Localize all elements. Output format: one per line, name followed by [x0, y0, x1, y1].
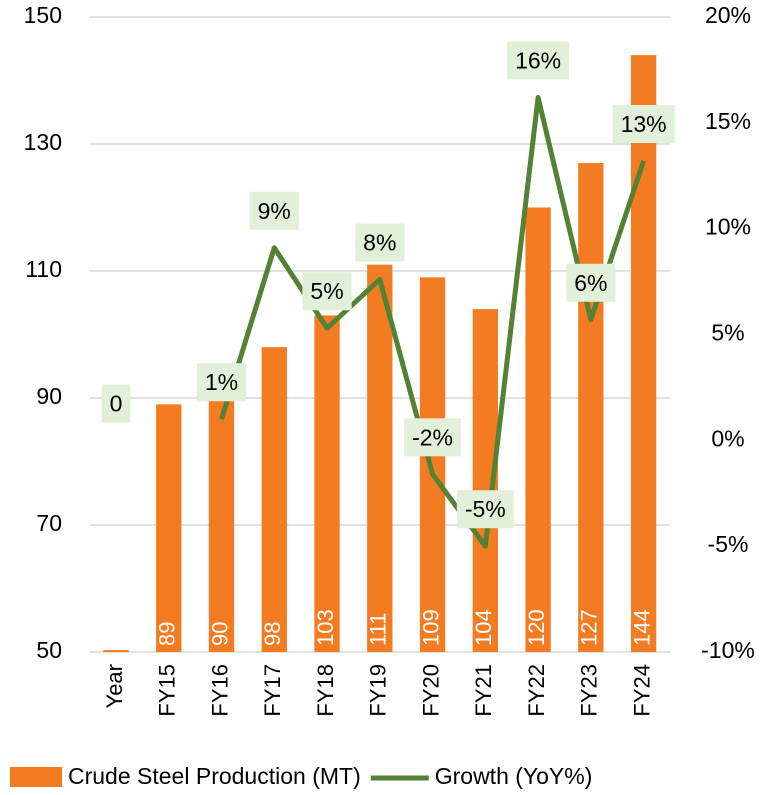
x-tick-label: FY17 — [260, 664, 285, 717]
x-tick-label: FY20 — [418, 664, 443, 717]
bar — [630, 55, 657, 653]
label-box — [101, 384, 131, 423]
label-box — [196, 363, 247, 402]
bar — [103, 650, 129, 652]
label-box — [249, 191, 299, 230]
y-tick-label: 70 — [36, 510, 62, 536]
data-label: 16% — [507, 41, 570, 80]
y-tick-label: 50 — [36, 637, 62, 663]
bar — [314, 315, 340, 652]
bar-value-label: 109 — [418, 609, 443, 646]
line-value-label: 13% — [621, 111, 667, 137]
data-label: 6% — [566, 263, 616, 302]
x-tick-label: FY22 — [524, 664, 549, 717]
data-label: 13% — [612, 105, 675, 144]
legend-label: Growth (YoY%) — [435, 763, 593, 789]
bar — [208, 398, 235, 652]
y2-tick-label: 15% — [705, 108, 751, 134]
line-value-label: -5% — [465, 496, 506, 522]
y2-tick-label: 0% — [711, 425, 744, 451]
bar-value-label: 98 — [260, 622, 285, 646]
bar-value-label: 90 — [207, 622, 232, 646]
bar-value-label: 120 — [524, 609, 549, 646]
x-tick-label: FY18 — [313, 664, 338, 717]
data-label: -2% — [404, 418, 462, 457]
line-value-label: 6% — [574, 270, 607, 296]
bar — [525, 207, 551, 652]
label-box — [302, 272, 352, 311]
x-tick-label: FY21 — [471, 664, 496, 717]
x-tick-label: FY16 — [207, 664, 232, 717]
bar-value-label: 111 — [366, 613, 391, 646]
data-label: 9% — [249, 191, 299, 230]
line-value-label: 16% — [515, 48, 561, 74]
y-tick-label: 90 — [36, 383, 62, 409]
bar — [261, 347, 287, 652]
y2-tick-label: 10% — [705, 214, 751, 240]
line-value-label: -2% — [412, 424, 453, 450]
legend-label: Crude Steel Production (MT) — [68, 763, 361, 789]
data-label: 0 — [101, 384, 131, 423]
x-tick-label: FY23 — [577, 664, 602, 717]
legend-swatch — [10, 767, 62, 787]
x-tick-label: FY24 — [629, 664, 654, 717]
label-box — [566, 263, 616, 302]
bar-value-label: 144 — [629, 609, 654, 646]
line-value-label: 8% — [363, 230, 396, 256]
line-value-label: 0 — [110, 390, 123, 416]
label-box — [404, 418, 462, 457]
bar — [578, 163, 604, 653]
bar — [156, 404, 182, 652]
bar-value-label: 103 — [313, 609, 338, 646]
y-tick-label: 110 — [25, 256, 62, 282]
bar-value-label: 89 — [155, 622, 180, 646]
bar-value-label: 104 — [471, 609, 496, 646]
x-tick-label: FY15 — [155, 664, 180, 717]
line-value-label: 5% — [310, 278, 343, 304]
y-tick-label: 150 — [24, 2, 62, 28]
x-tick-label: Year — [102, 664, 127, 708]
growth-line — [219, 94, 646, 549]
y2-tick-label: 20% — [705, 2, 751, 28]
y2-tick-label: -5% — [708, 531, 749, 557]
label-box — [456, 490, 514, 529]
x-tick-label: FY19 — [366, 664, 391, 717]
data-label: 1% — [196, 363, 247, 402]
line-value-label: 1% — [205, 369, 238, 395]
label-box — [355, 223, 405, 262]
y2-tick-label: 5% — [711, 320, 744, 346]
bar — [367, 264, 393, 652]
bar-value-label: 127 — [577, 609, 602, 646]
label-box — [507, 41, 570, 80]
y2-tick-label: -10% — [701, 637, 755, 663]
y-tick-label: 130 — [24, 129, 62, 155]
data-label: -5% — [456, 490, 514, 529]
data-label: 5% — [302, 272, 352, 311]
line-value-label: 9% — [258, 198, 291, 224]
label-box — [612, 105, 675, 144]
data-label: 8% — [355, 223, 405, 262]
